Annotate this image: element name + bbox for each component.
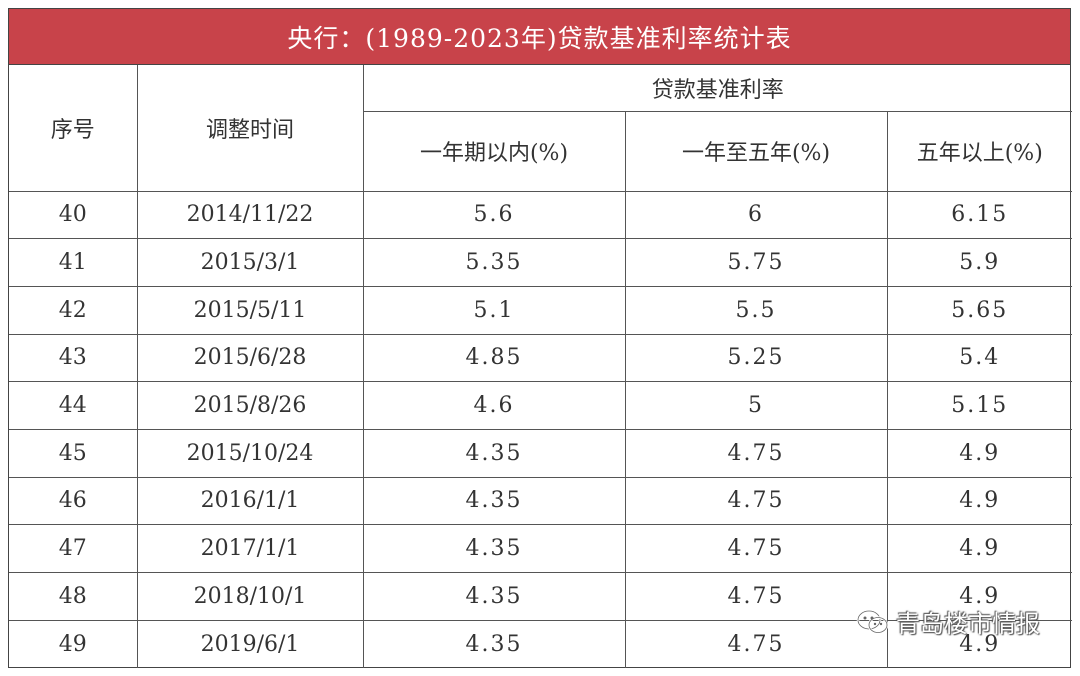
cell-over-5y: 4.9 <box>886 524 1072 573</box>
cell-within-1y: 5.35 <box>362 238 626 287</box>
cell-index: 43 <box>9 333 138 383</box>
cell-date: 2019/6/1 <box>136 619 364 668</box>
cell-index: 48 <box>9 572 138 621</box>
table-row: 42 2015/5/11 5.1 5.5 5.65 <box>9 285 1072 335</box>
table-row: 43 2015/6/28 4.85 5.25 5.4 <box>9 333 1072 383</box>
cell-over-5y: 6.15 <box>886 190 1072 240</box>
cell-y1-to-5: 5.25 <box>624 333 888 383</box>
cell-y1-to-5: 5.75 <box>624 238 888 287</box>
cell-index: 49 <box>9 619 138 668</box>
cell-index: 47 <box>9 524 138 573</box>
cell-within-1y: 4.85 <box>362 333 626 383</box>
cell-within-1y: 4.35 <box>362 476 626 526</box>
cell-index: 45 <box>9 428 138 478</box>
table-row: 48 2018/10/1 4.35 4.75 4.9 <box>9 572 1072 621</box>
cell-date: 2016/1/1 <box>136 476 364 526</box>
table-row: 46 2016/1/1 4.35 4.75 4.9 <box>9 476 1072 526</box>
cell-y1-to-5: 4.75 <box>624 524 888 573</box>
cell-y1-to-5: 4.75 <box>624 428 888 478</box>
cell-index: 42 <box>9 285 138 335</box>
cell-date: 2018/10/1 <box>136 572 364 621</box>
table-row: 44 2015/8/26 4.6 5 5.15 <box>9 381 1072 430</box>
header-within-1y: 一年期以内(%) <box>363 110 626 192</box>
cell-y1-to-5: 5 <box>624 381 888 430</box>
header-1y-to-5y: 一年至五年(%) <box>624 110 888 192</box>
cell-y1-to-5: 4.75 <box>624 476 888 526</box>
table-row: 40 2014/11/22 5.6 6 6.15 <box>9 190 1072 240</box>
cell-within-1y: 4.35 <box>362 524 626 573</box>
table-row: 47 2017/1/1 4.35 4.75 4.9 <box>9 524 1072 573</box>
cell-over-5y: 5.9 <box>886 238 1072 287</box>
table-row: 45 2015/10/24 4.35 4.75 4.9 <box>9 428 1072 478</box>
cell-over-5y: 4.9 <box>886 428 1072 478</box>
table-title: 央行：(1989-2023年)贷款基准利率统计表 <box>9 9 1070 65</box>
cell-over-5y: 4.9 <box>886 476 1072 526</box>
cell-within-1y: 4.35 <box>362 428 626 478</box>
cell-y1-to-5: 6 <box>624 190 888 240</box>
cell-over-5y: 5.15 <box>886 381 1072 430</box>
cell-within-1y: 5.6 <box>362 190 626 240</box>
header-loan-rate-group: 贷款基准利率 <box>362 65 1072 112</box>
cell-y1-to-5: 4.75 <box>624 619 888 668</box>
cell-over-5y: 4.9 <box>886 572 1072 621</box>
cell-date: 2015/5/11 <box>136 285 364 335</box>
watermark-text: 青岛楼市情报 <box>896 610 1040 638</box>
cell-over-5y: 5.4 <box>886 333 1072 383</box>
cell-date: 2015/10/24 <box>136 428 364 478</box>
header-date: 调整时间 <box>136 65 364 192</box>
cell-date: 2015/6/28 <box>136 333 364 383</box>
wechat-icon <box>856 609 889 634</box>
header-over-5y: 五年以上(%) <box>886 110 1072 192</box>
cell-within-1y: 4.6 <box>362 381 626 430</box>
cell-index: 46 <box>9 476 138 526</box>
cell-within-1y: 4.35 <box>362 572 626 621</box>
cell-within-1y: 4.35 <box>362 619 626 668</box>
cell-date: 2017/1/1 <box>136 524 364 573</box>
cell-index: 40 <box>9 190 138 240</box>
cell-index: 41 <box>9 238 138 287</box>
cell-y1-to-5: 5.5 <box>624 285 888 335</box>
table-row: 41 2015/3/1 5.35 5.75 5.9 <box>9 238 1072 287</box>
header-index: 序号 <box>9 65 138 192</box>
cell-date: 2014/11/22 <box>136 190 364 240</box>
table-body: 40 2014/11/22 5.6 6 6.15 41 2015/3/1 5.35 5.75 5.… <box>9 190 1072 668</box>
watermark: 青岛楼市情报 <box>856 604 1040 639</box>
cell-over-5y: 5.65 <box>886 285 1072 335</box>
loan-rate-table: 序号 调整时间 贷款基准利率 一年期以内(%) 一年至五年(%) 五年以上(%)… <box>9 65 1072 668</box>
cell-date: 2015/3/1 <box>136 238 364 287</box>
cell-within-1y: 5.1 <box>362 285 626 335</box>
rate-table-sheet: 央行：(1989-2023年)贷款基准利率统计表 序号 调整时间 贷款基准利率 … <box>8 8 1072 668</box>
cell-y1-to-5: 4.75 <box>624 572 888 621</box>
cell-index: 44 <box>9 381 138 430</box>
cell-date: 2015/8/26 <box>136 381 364 430</box>
cell-over-5y: 4.9 <box>886 619 1072 668</box>
table-row: 49 2019/6/1 4.35 4.75 4.9 <box>9 619 1072 668</box>
